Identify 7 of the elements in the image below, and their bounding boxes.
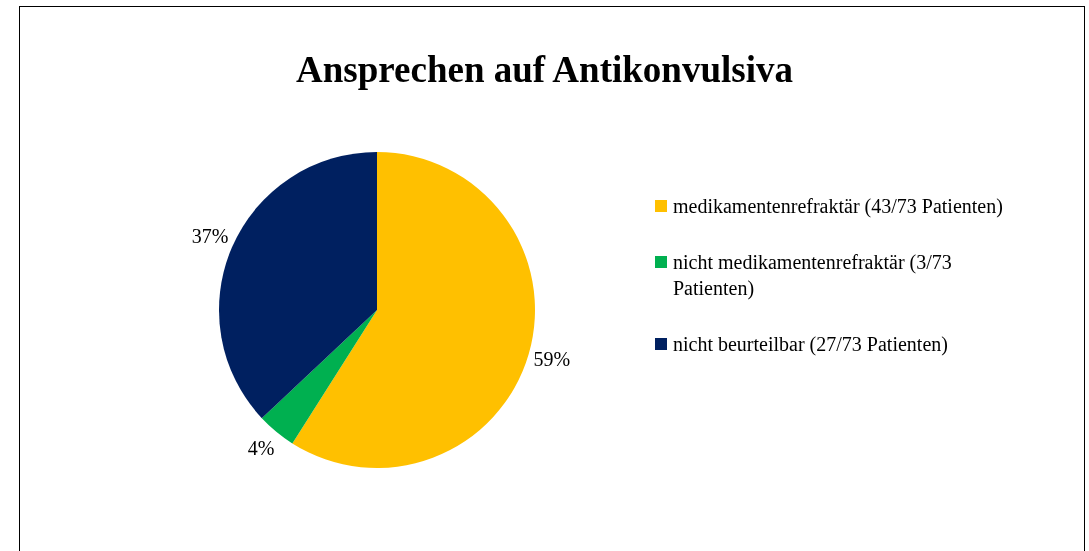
legend-label: nicht beurteilbar (27/73 Patienten) [673,332,948,357]
chart-title: Ansprechen auf Antikonvulsiva [295,48,794,91]
data-label: 59% [533,348,571,371]
data-label: 4% [247,437,275,460]
legend-label: nicht medikamentenrefraktär (3/73 Patienten) [673,250,953,301]
data-label: 37% [191,224,229,247]
legend-label: medikamentenrefraktär (43/73 Patienten) [673,194,1003,219]
